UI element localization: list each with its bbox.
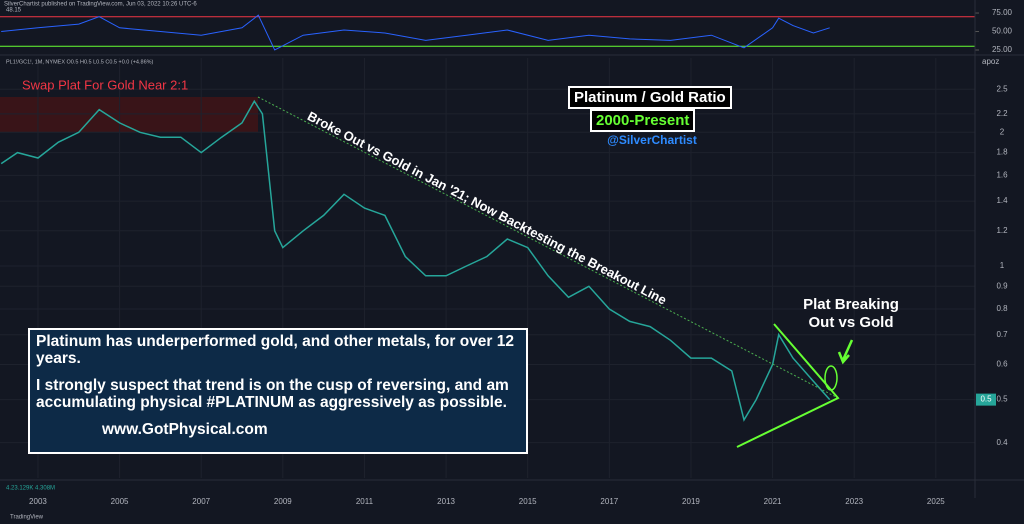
x-tick-label: 2009 (274, 497, 292, 506)
x-tick-label: 2003 (29, 497, 47, 506)
x-tick-label: 2021 (764, 497, 782, 506)
y-tick-label: 1.8 (996, 148, 1008, 157)
last-price-box (976, 393, 996, 406)
y-tick-label: 1.2 (996, 226, 1008, 235)
title: Platinum / Gold Ratio (568, 86, 732, 109)
zone-box (0, 97, 258, 132)
volume-label: 4.23.129K 4.308M (6, 486, 55, 492)
brand: TradingView (10, 515, 44, 521)
period: 2000-Present (590, 109, 696, 132)
zone-label: Swap Plat For Gold Near 2:1 (22, 77, 188, 92)
handle: @SilverChartist (607, 133, 697, 147)
publisher: SilverChartist published on TradingView.… (4, 2, 197, 8)
series-line (1, 14, 830, 51)
x-tick-label: 2013 (437, 497, 455, 506)
y-tick-label: 0.7 (996, 330, 1008, 339)
y-tick-label: 2 (1000, 127, 1005, 136)
breakout-label: Plat Breaking Out vs Gold (803, 296, 899, 331)
y-tick-label: 0.6 (996, 360, 1008, 369)
x-tick-label: 2007 (192, 497, 210, 506)
y-tick-label: 2.5 (996, 84, 1008, 93)
highlight-circle (824, 365, 838, 391)
symbol: PL1!/GC1!, 1M, NYMEX O0.5 H0.5 L0.5 C0.5… (6, 59, 154, 65)
x-tick-label: 2015 (519, 497, 537, 506)
y-tick-label: 1.6 (996, 170, 1008, 179)
x-tick-label: 2005 (111, 497, 129, 506)
y-tick-label: 2.2 (996, 109, 1008, 118)
box-text: Platinum has underperformed gold, and ot… (36, 333, 515, 367)
y-tick-label: 1.4 (996, 196, 1008, 205)
breakout-line (257, 96, 839, 399)
series-line (0, 99, 831, 422)
last-price: 0.5 (980, 395, 992, 404)
value-label: 48.15 (6, 8, 22, 14)
y-tick-label: 0.5 (996, 395, 1008, 404)
text-box: Platinum has underperformed gold, and ot… (28, 328, 528, 454)
triangle (736, 323, 840, 448)
x-tick-label: 2019 (682, 497, 700, 506)
y-tick-label: 50.00 (992, 27, 1013, 36)
y-tick-label: 1 (1000, 261, 1005, 270)
box-text: I strongly suspect that trend is on the … (36, 377, 509, 411)
y-tick-label: 0.8 (996, 304, 1008, 313)
x-tick-label: 2025 (927, 497, 945, 506)
x-tick-label: 2011 (356, 497, 374, 506)
arrow (837, 339, 854, 365)
box-url: www.GotPhysical.com (102, 421, 268, 438)
x-tick-label: 2023 (845, 497, 863, 506)
y-tick-label: 0.4 (996, 438, 1008, 447)
y-tick-label: 0.9 (996, 281, 1008, 290)
y-tick-label: 75.00 (992, 8, 1013, 17)
x-tick-label: 2017 (600, 497, 618, 506)
pane: 75.00 50.00 25.00 48.15 (0, 8, 1013, 54)
axis-unit: apoz (982, 57, 999, 66)
y-tick-label: 25.00 (992, 45, 1013, 54)
